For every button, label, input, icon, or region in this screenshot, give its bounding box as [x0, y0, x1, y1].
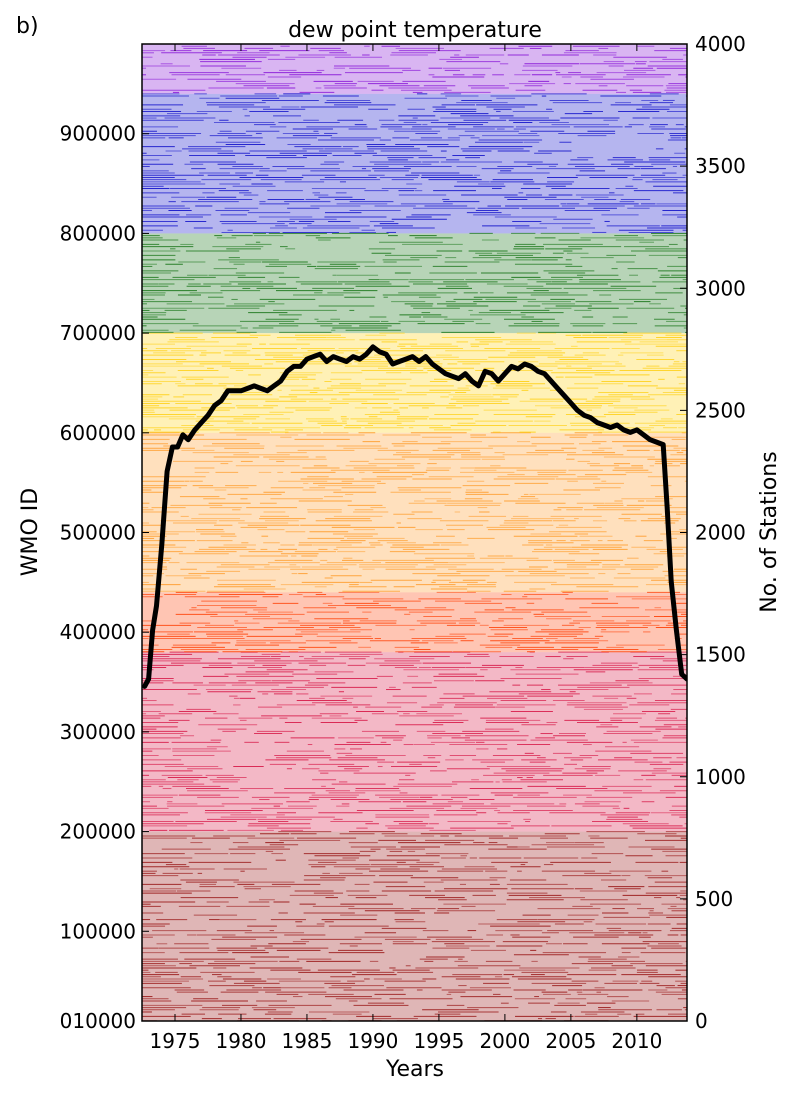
left-tick-label-900000: 900000	[60, 122, 136, 146]
right-tick-label-0: 0	[695, 1009, 708, 1033]
left-tick-label-10000: 010000	[60, 1009, 136, 1033]
x-tick-label-1995: 1995	[413, 1029, 464, 1053]
right-axis-label: No. of Stations	[757, 451, 782, 612]
station-band-7	[142, 44, 687, 94]
x-axis-label: Years	[385, 1057, 444, 1082]
x-tick-label-1990: 1990	[347, 1029, 398, 1053]
right-tick-label-1500: 1500	[695, 643, 746, 667]
x-tick-label-2010: 2010	[611, 1029, 662, 1053]
station-band-5	[142, 233, 687, 334]
x-tick-label-2005: 2005	[545, 1029, 596, 1053]
left-y-axis: 010000 100000 200000 300000 400000 500000 6000…	[60, 122, 149, 1033]
x-tick-label-2000: 2000	[479, 1029, 530, 1053]
x-tick-label-1985: 1985	[281, 1029, 332, 1053]
series-line-0	[142, 344, 687, 689]
chart-title: dew point temperature	[288, 18, 542, 43]
station-band-6	[142, 93, 687, 234]
right-tick-label-1000: 1000	[695, 765, 746, 789]
left-tick-label-400000: 400000	[60, 620, 136, 644]
station-band-0	[142, 831, 687, 1021]
panel-label: b)	[16, 14, 39, 39]
station-band-2	[142, 592, 687, 653]
left-tick-label-100000: 100000	[60, 919, 136, 943]
station-band-4	[142, 333, 687, 433]
left-tick-label-300000: 300000	[60, 720, 136, 744]
left-tick-label-200000: 200000	[60, 820, 136, 844]
right-tick-label-2000: 2000	[695, 521, 746, 545]
right-tick-label-3500: 3500	[695, 154, 746, 178]
x-tick-label-1980: 1980	[216, 1029, 267, 1053]
left-tick-label-700000: 700000	[60, 321, 136, 345]
x-axis: 1975 1980 1985 1990 1995 2000 2005 2010	[150, 44, 662, 1053]
right-tick-label-500: 500	[695, 887, 733, 911]
left-tick-label-600000: 600000	[60, 421, 136, 445]
left-axis-label: WMO ID	[18, 488, 43, 576]
right-tick-label-4000: 4000	[695, 32, 746, 56]
station-band-3	[142, 432, 687, 593]
right-y-axis: 0 500 1000 1500 2000 2500 3000 3500 4000	[680, 32, 746, 1033]
right-tick-label-3000: 3000	[695, 276, 746, 300]
x-tick-label-1975: 1975	[150, 1029, 201, 1053]
left-tick-label-500000: 500000	[60, 521, 136, 545]
right-tick-label-2500: 2500	[695, 398, 746, 422]
station-record-streaks	[142, 44, 687, 1021]
left-tick-label-800000: 800000	[60, 221, 136, 245]
series-layer	[142, 344, 687, 689]
